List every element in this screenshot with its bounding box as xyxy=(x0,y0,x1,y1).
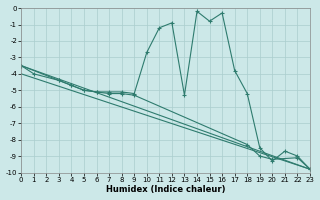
X-axis label: Humidex (Indice chaleur): Humidex (Indice chaleur) xyxy=(106,185,225,194)
